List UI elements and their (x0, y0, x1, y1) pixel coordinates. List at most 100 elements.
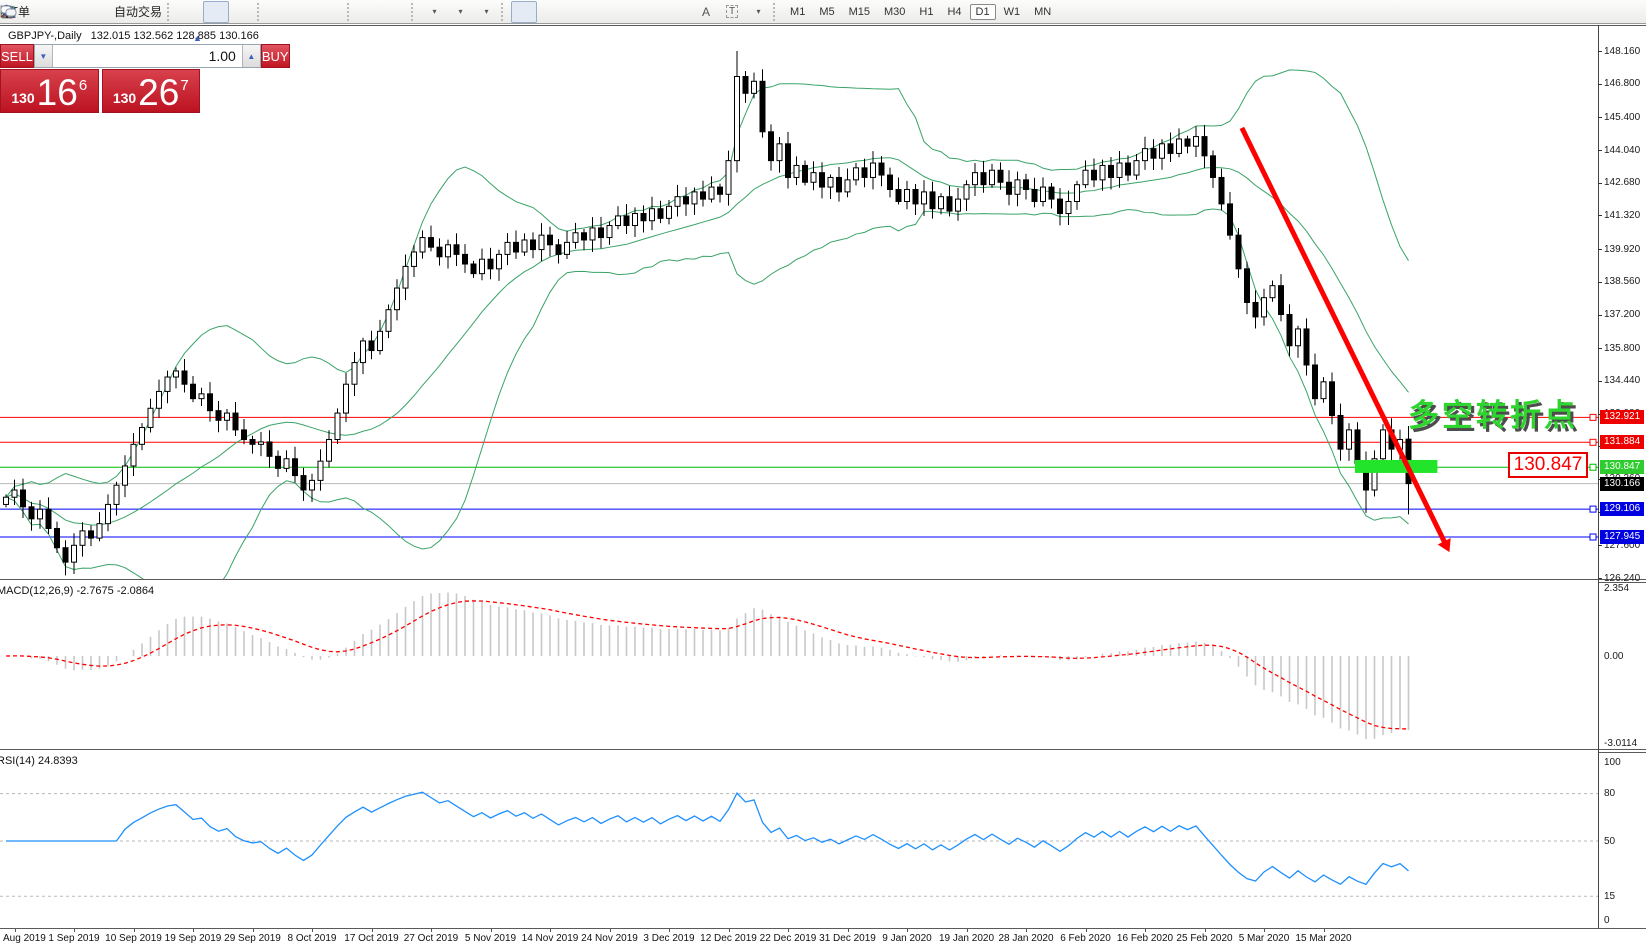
search-button[interactable] (1, 1, 1617, 23)
arrows-button[interactable]: ▾ (1, 1, 771, 23)
zoom-out-button[interactable] (1, 1, 319, 23)
add-indicator-button[interactable]: ▾ (0, 1, 447, 23)
tile-windows-button[interactable] (1, 1, 345, 23)
candle (1252, 301, 1259, 318)
timeframe-button-m15[interactable]: M15 (848, 5, 870, 18)
cursor-button[interactable] (3, 0, 538, 23)
price-tick-label: 148.160 (1604, 45, 1641, 57)
candle (912, 188, 919, 205)
volume-increase-button[interactable]: ▲ (241, 45, 260, 67)
zoom-in-button[interactable] (1, 1, 293, 23)
panel-collapse-arrow-icon[interactable]: ▲ (193, 33, 202, 43)
text-button[interactable]: A (693, 1, 719, 23)
price-axis-tick (1598, 150, 1602, 152)
market-watch-button[interactable] (1, 1, 85, 23)
templates-button[interactable]: ▾ (0, 1, 499, 23)
dropdown-caret-icon[interactable]: ▾ (756, 7, 761, 16)
date-tick (1026, 929, 1027, 932)
candlestick-chart-button[interactable] (2, 0, 230, 23)
main-chart-pane[interactable] (0, 26, 1598, 579)
timeframe-button-mn[interactable]: MN (1034, 5, 1052, 18)
timeframe-button-m1[interactable]: M1 (790, 5, 806, 18)
crosshair-button[interactable] (1, 1, 563, 23)
date-tick (788, 929, 789, 932)
dropdown-caret-icon[interactable]: ▾ (484, 7, 489, 16)
timeframe-group: M1 M5 M15 M30 H1 H4 D1 W1 MN (783, 3, 1058, 20)
timeframe-button-w1[interactable]: W1 (1003, 5, 1021, 18)
date-label: 1 Sep 2019 (48, 933, 100, 944)
date-label: 28 Jan 2020 (998, 933, 1054, 944)
signals-button[interactable] (1, 1, 111, 23)
sell-price-display[interactable]: 130 16 6 (0, 69, 99, 113)
timeframe-button-m30[interactable]: M30 (884, 5, 906, 18)
candle (1108, 164, 1114, 178)
timeframe-button-h1[interactable]: H1 (919, 5, 934, 18)
periods-button[interactable]: ▾ (1, 1, 473, 23)
candle (411, 251, 417, 267)
price-badge[interactable]: 132.921 (1600, 410, 1644, 425)
price-tick-label: 126.240 (1604, 572, 1641, 584)
candle (62, 547, 69, 563)
price-callout-label[interactable]: 130.847 (1508, 452, 1588, 478)
chat-button[interactable] (0, 1, 1643, 23)
highlight-rectangle[interactable] (1354, 459, 1438, 473)
timeframe-button-m5[interactable]: M5 (819, 5, 835, 18)
buy-price-pip: 7 (180, 77, 189, 94)
level-marker[interactable] (1589, 413, 1597, 421)
level-marker[interactable] (1589, 533, 1597, 541)
price-badge[interactable]: 129.106 (1600, 502, 1644, 517)
level-marker[interactable] (1589, 505, 1597, 513)
timeframe-button-h4[interactable]: H4 (947, 5, 962, 18)
candle (1278, 285, 1284, 315)
history-button[interactable] (1, 1, 59, 23)
timeframe-button-d1[interactable]: D1 (969, 3, 996, 20)
equidistant-channel-button[interactable]: E (0, 1, 667, 23)
date-label: 9 Jan 2020 (882, 933, 932, 944)
level-marker[interactable] (1589, 463, 1597, 471)
auto-scroll-button[interactable] (0, 1, 383, 23)
trend-arrow-line[interactable] (1239, 126, 1448, 545)
line-chart-button[interactable] (0, 1, 255, 23)
fibonacci-button[interactable]: F (1, 1, 693, 23)
candle (623, 215, 630, 227)
candle (88, 530, 94, 539)
trend-arrow-head[interactable] (1437, 538, 1451, 553)
autotrading-button[interactable]: 自动交易 (1, 1, 165, 23)
date-label: 31 Dec 2019 (819, 933, 876, 944)
price-badge[interactable]: 131.884 (1600, 435, 1644, 450)
candle (275, 455, 281, 469)
rsi-indicator-label: RSI(14) 24.8393 (0, 755, 78, 767)
price-axis-tick (1598, 117, 1602, 119)
price-badge[interactable]: 130.166 (1600, 476, 1644, 491)
volume-decrease-button[interactable]: ▼ (34, 45, 53, 67)
text-label-button[interactable]: T (719, 1, 745, 23)
volume-input[interactable] (52, 45, 242, 67)
candle (691, 191, 698, 205)
price-tick-label: 137.200 (1604, 309, 1641, 320)
candle (11, 489, 18, 498)
trendline-button[interactable] (0, 1, 641, 23)
price-badge[interactable]: 127.945 (1600, 530, 1644, 544)
sell-button[interactable]: SELL (0, 44, 34, 68)
date-tick (133, 929, 135, 932)
candle (776, 143, 783, 162)
dropdown-caret-icon[interactable]: ▾ (458, 7, 463, 16)
date-label: 8 Oct 2019 (287, 933, 337, 944)
price-badge[interactable]: 130.847 (1600, 460, 1644, 475)
dropdown-caret-icon[interactable]: ▾ (432, 7, 437, 16)
bar-chart-button[interactable] (2, 1, 203, 23)
buy-button[interactable]: BUY (260, 44, 290, 68)
vertical-line-button[interactable] (5, 1, 589, 23)
chinese-annotation[interactable]: 多空转折点 (1408, 398, 1578, 433)
chart-shift-button[interactable] (0, 1, 409, 23)
candle (20, 489, 26, 508)
level-marker[interactable] (1589, 438, 1597, 446)
buy-price-display[interactable]: 130 26 7 (101, 69, 200, 113)
rsi-pane[interactable] (0, 752, 1598, 926)
candle (785, 143, 791, 178)
price-tick-label: 134.440 (1604, 375, 1641, 387)
macd-pane[interactable] (0, 582, 1598, 749)
candle (1014, 179, 1021, 195)
horizontal-line-button[interactable] (1, 1, 615, 23)
